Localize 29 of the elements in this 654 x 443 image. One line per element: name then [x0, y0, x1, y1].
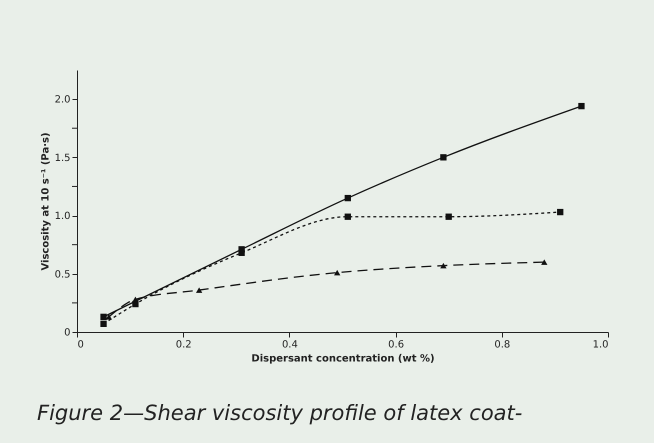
point: [344, 214, 351, 220]
y-tick-label: 1.0: [54, 211, 70, 222]
y-tick-label: 2.0: [54, 94, 70, 106]
point: [440, 154, 447, 160]
point: [344, 194, 351, 202]
point: [557, 208, 564, 216]
x-tick-label: 0.4: [282, 340, 298, 350]
point: [440, 262, 447, 268]
y-tick-label: 0.5: [54, 269, 70, 280]
x-tick-label: 1.0: [592, 340, 608, 350]
x-tick-label: 0.8: [494, 340, 510, 350]
caption: Figure 2—Shear viscosity profile of latex coat-: [37, 401, 522, 425]
x-tick-label: 0.6: [388, 340, 404, 350]
point: [541, 259, 548, 265]
point: [334, 270, 340, 276]
point: [132, 296, 139, 302]
point: [106, 314, 112, 320]
y-tick-label: 0: [64, 328, 70, 338]
x-axis-title: Dispersant concentration (wt %): [251, 354, 435, 364]
point: [446, 214, 452, 220]
point: [100, 320, 107, 328]
x-tick-label: 0.2: [176, 340, 192, 350]
x-tick-label: 0: [78, 340, 84, 350]
point: [238, 250, 245, 256]
y-tick-label: 1.5: [54, 152, 70, 164]
point: [196, 287, 202, 293]
y-axis-title: Viscosity at 10 s⁻¹ (Pa·s): [40, 132, 52, 271]
point: [100, 314, 107, 320]
point: [578, 102, 585, 110]
